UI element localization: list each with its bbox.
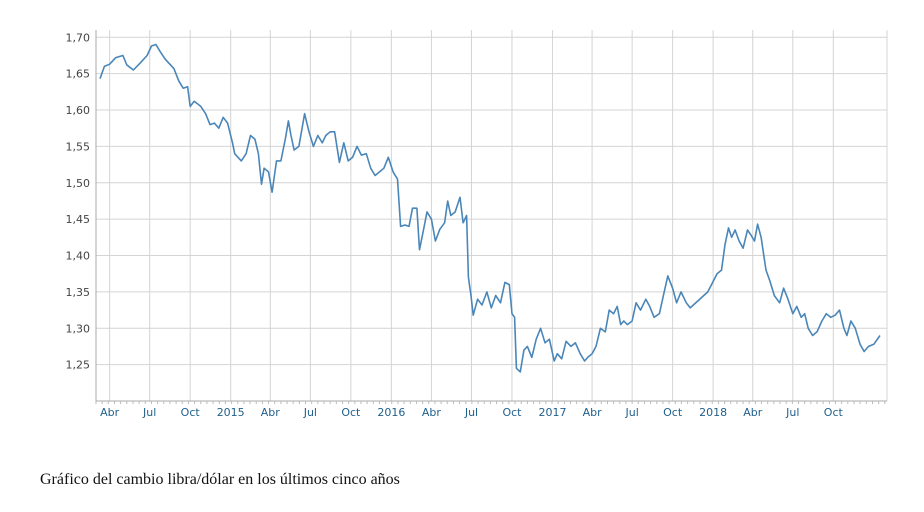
y-tick-label: 1,30 [66, 322, 91, 335]
x-tick-label: Abr [743, 406, 763, 419]
x-tick-label: Jul [142, 406, 156, 419]
x-tick-label: 2016 [377, 406, 405, 419]
x-tick-label: Jul [303, 406, 317, 419]
series-line [99, 43, 881, 373]
y-tick-label: 1,65 [66, 68, 91, 81]
x-tick-label: Oct [341, 406, 361, 419]
y-tick-label: 1,40 [66, 250, 91, 263]
x-tick-label: 2015 [217, 406, 245, 419]
exchange-rate-chart: 1,25 1,30 1,35 1,40 1,45 1,50 1,55 1,60 1,65 1,70… [66, 30, 888, 419]
y-axis-tick-labels: 1,25 1,30 1,35 1,40 1,45 1,50 1,55 1,60 1,65 1,70 [66, 31, 91, 371]
x-tick-label: Jul [624, 406, 638, 419]
x-axis-tick-labels: Abr Jul Oct 2015 Abr Jul Oct 2016 Abr Jul Oct 2017 A… [100, 406, 843, 419]
series-layer [99, 43, 881, 373]
y-tick-label: 1,60 [66, 104, 91, 117]
x-tick-label: Oct [181, 406, 201, 419]
y-tick-label: 1,35 [66, 286, 91, 299]
x-tick-label: 2018 [699, 406, 727, 419]
grid-lines [96, 30, 888, 401]
y-tick-label: 1,50 [66, 177, 91, 190]
axes [95, 30, 887, 404]
x-tick-label: Oct [663, 406, 683, 419]
x-tick-label: Abr [583, 406, 603, 419]
x-tick-label: Jul [785, 406, 799, 419]
x-tick-label: Oct [824, 406, 844, 419]
x-tick-label: Abr [261, 406, 281, 419]
x-tick-label: Abr [100, 406, 120, 419]
y-tick-label: 1,55 [66, 140, 91, 153]
y-tick-label: 1,45 [66, 213, 91, 226]
x-tick-label: Abr [422, 406, 442, 419]
chart-caption: Gráfico del cambio libra/dólar en los úl… [40, 471, 400, 488]
y-tick-label: 1,25 [66, 359, 91, 372]
x-tick-label: 2017 [538, 406, 566, 419]
x-tick-label: Jul [464, 406, 478, 419]
y-tick-label: 1,70 [66, 31, 91, 44]
x-tick-label: Oct [502, 406, 522, 419]
